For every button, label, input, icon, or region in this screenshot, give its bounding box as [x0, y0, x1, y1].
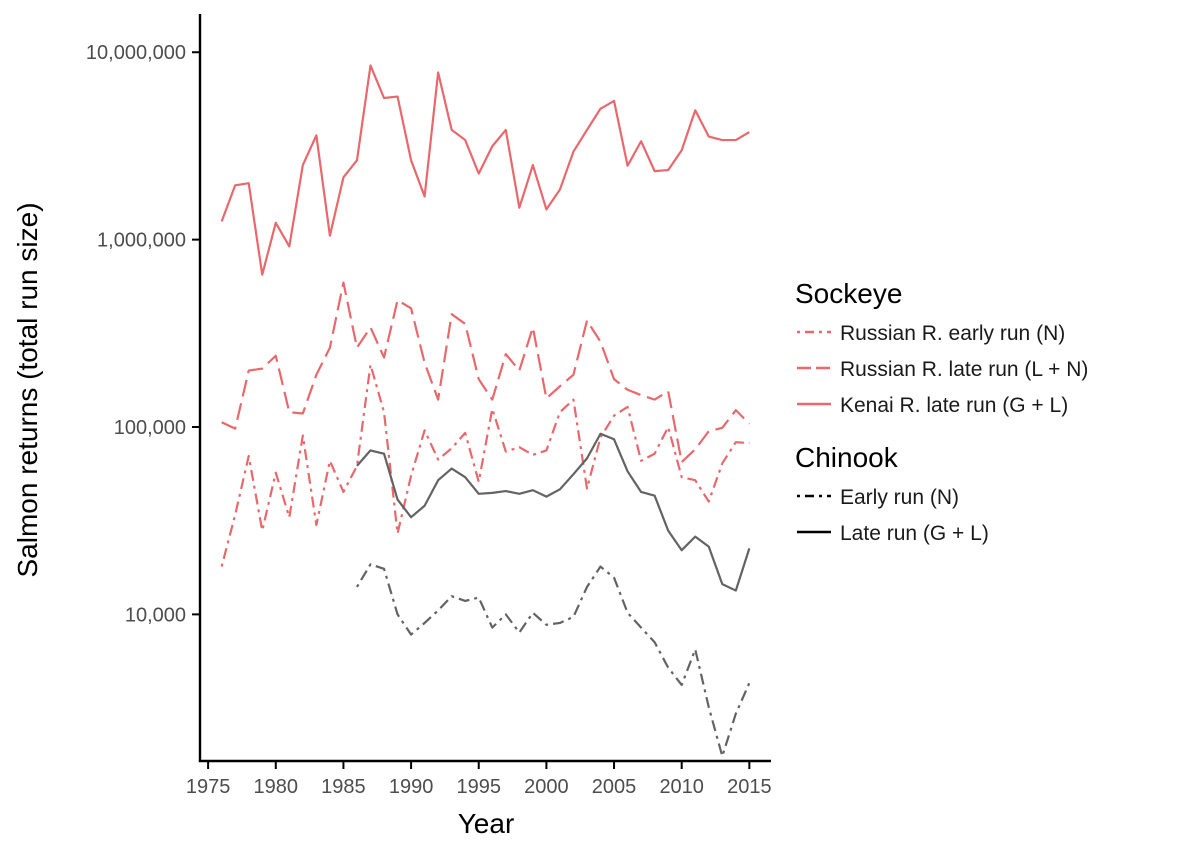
plot-lines	[220, 64, 751, 758]
legend: Sockeye Russian R. early run (N) Russian R…	[795, 278, 1088, 545]
x-tick-label: 2005	[592, 776, 637, 798]
x-axis-title: Year	[458, 808, 515, 839]
x-tick-label: 1985	[321, 776, 366, 798]
legend-label-late-run-g-l: Late run (G + L)	[840, 522, 989, 545]
y-tick-label: 10,000,000	[86, 42, 186, 64]
x-ticks: 1975 1980 1985 1990 1995 2000 2005 2010 2015	[186, 761, 772, 798]
x-tick-label: 2015	[727, 776, 772, 798]
x-tick-label: 1975	[186, 776, 231, 798]
x-tick-label: 2000	[524, 776, 569, 798]
series-line-late-run-g-l	[356, 432, 751, 592]
legend-label-early-run-n: Early run (N)	[840, 486, 959, 509]
x-tick-label: 1990	[389, 776, 434, 798]
legend-title-sockeye: Sockeye	[795, 278, 902, 309]
legend-label-russian-r-late-run-l-n: Russian R. late run (L + N)	[840, 358, 1088, 381]
y-axis-title: Salmon returns (total run size)	[12, 202, 43, 577]
legend-label-kenai-r-late-run-g-l: Kenai R. late run (G + L)	[840, 394, 1068, 417]
series-line-russian-r-early-run-n	[220, 363, 750, 567]
legend-label-russian-r-early-run-n: Russian R. early run (N)	[840, 322, 1065, 345]
y-tick-label: 1,000,000	[97, 230, 186, 252]
x-tick-label: 1995	[456, 776, 501, 798]
axes: 1975 1980 1985 1990 1995 2000 2005 2010 2015 10,…	[86, 14, 772, 798]
series-line-early-run-n	[356, 563, 751, 758]
y-tick-label: 100,000	[114, 417, 186, 439]
y-ticks: 10,000 100,000 1,000,000 10,000,000	[86, 42, 200, 626]
legend-title-chinook: Chinook	[795, 442, 899, 473]
y-tick-label: 10,000	[125, 604, 186, 626]
x-tick-label: 2010	[659, 776, 704, 798]
series-line-russian-r-late-run-l-n	[221, 281, 751, 464]
x-tick-label: 1980	[254, 776, 299, 798]
series-line-kenai-r-late-run-g-l	[220, 64, 750, 276]
